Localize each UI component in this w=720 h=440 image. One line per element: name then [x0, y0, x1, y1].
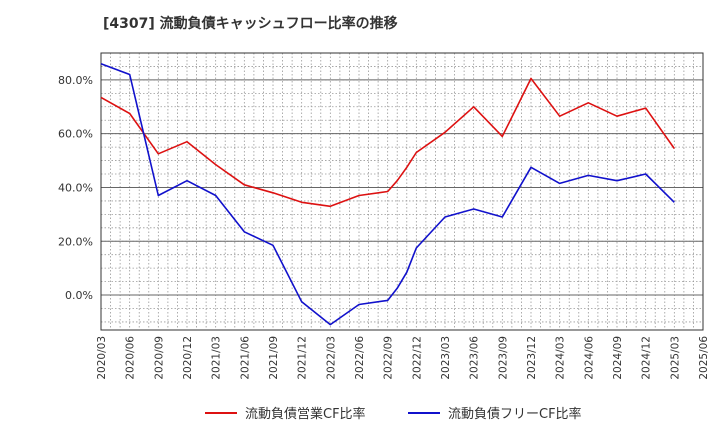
x-tick-label: 2025/06	[698, 336, 710, 380]
x-tick-label: 2020/09	[153, 336, 165, 380]
x-tick-label: 2024/12	[641, 336, 653, 380]
x-tick-label: 2021/12	[297, 336, 309, 380]
y-tick-label: 0.0%	[65, 289, 93, 302]
x-tick-label: 2020/03	[96, 336, 108, 380]
x-tick-label: 2021/03	[211, 336, 223, 380]
x-tick-label: 2022/03	[325, 336, 337, 380]
x-tick-label: 2023/12	[526, 336, 538, 380]
series-line-2	[100, 63, 675, 326]
plot-area-frame	[100, 52, 704, 331]
x-tick-label: 2023/03	[440, 336, 452, 380]
y-tick-label: 40.0%	[58, 181, 93, 194]
x-tick-label: 2024/06	[583, 336, 595, 380]
x-tick-label: 2020/12	[182, 336, 194, 380]
x-tick-label: 2023/09	[497, 336, 509, 380]
legend-label-2: 流動負債フリーCF比率	[448, 406, 582, 422]
x-tick-label: 2020/06	[125, 336, 137, 380]
y-tick-label: 60.0%	[58, 128, 93, 141]
x-tick-label: 2022/09	[383, 336, 395, 380]
y-tick-label: 20.0%	[58, 235, 93, 248]
x-tick-label: 2021/06	[239, 336, 251, 380]
x-tick-label: 2024/03	[555, 336, 567, 380]
x-tick-label: 2022/06	[354, 336, 366, 380]
x-tick-label: 2021/09	[268, 336, 280, 380]
legend-label-1: 流動負債営業CF比率	[245, 406, 366, 422]
x-tick-label: 2024/09	[612, 336, 624, 380]
x-tick-label: 2023/06	[469, 336, 481, 380]
series-line-1	[100, 77, 675, 208]
x-tick-label: 2022/12	[411, 336, 423, 380]
chart-title: [4307] 流動負債キャッシュフロー比率の推移	[103, 16, 398, 32]
x-tick-label: 2025/03	[669, 336, 681, 380]
y-tick-label: 80.0%	[58, 74, 93, 87]
